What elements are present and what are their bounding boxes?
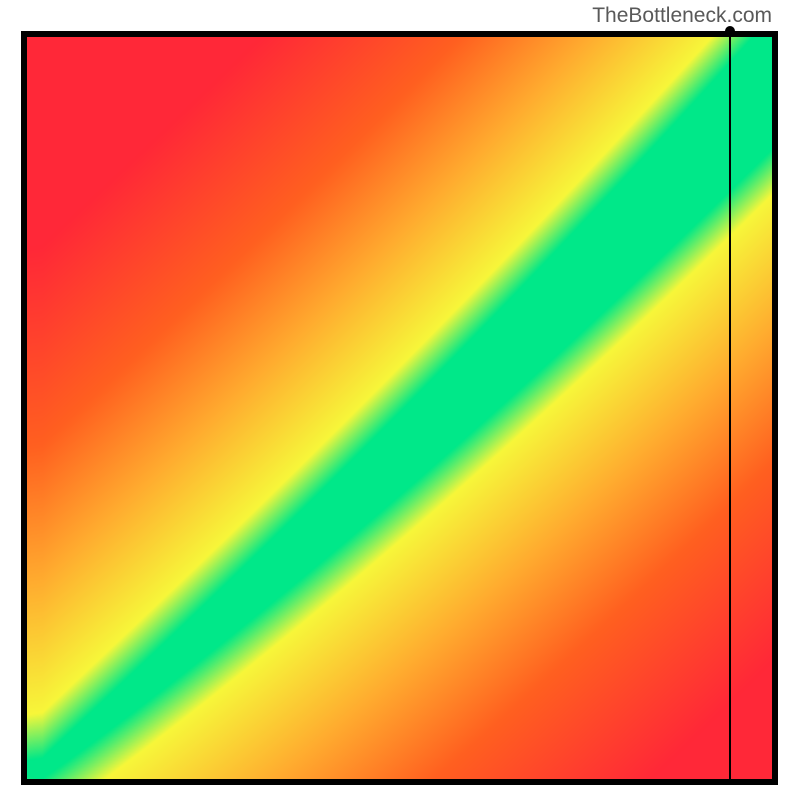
- bottleneck-heatmap: [21, 31, 778, 785]
- heatmap-canvas: [27, 37, 772, 779]
- marker-vertical-line: [729, 37, 731, 779]
- marker-dot: [725, 26, 735, 36]
- attribution-text: TheBottleneck.com: [592, 4, 772, 28]
